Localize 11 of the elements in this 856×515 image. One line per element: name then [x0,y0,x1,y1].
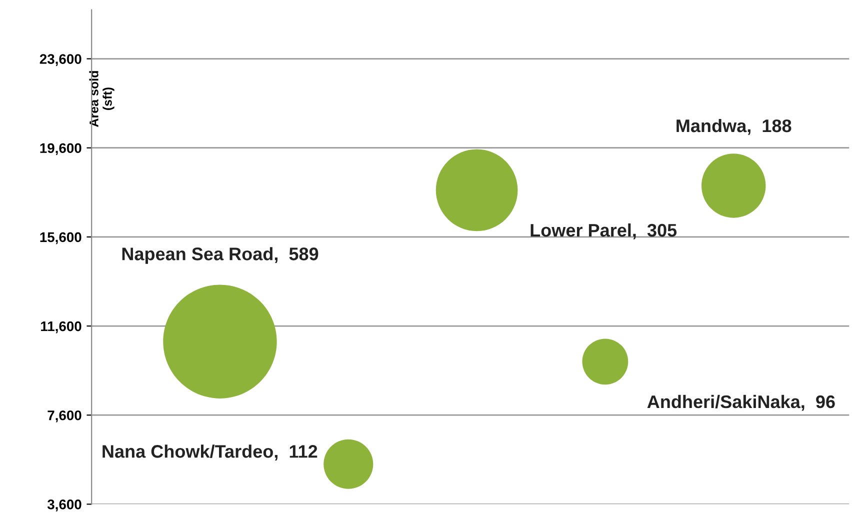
annotation: Nana Chowk/Tardeo, 112 [102,444,318,460]
y-tick-label: 7,600 [48,410,82,422]
y-tick-label: 19,600 [40,143,82,156]
annotation: Napean Sea Road, 589 [122,247,318,264]
y-tick-label: 11,600 [41,321,82,334]
annotation: Lower Parel, 305 [530,223,677,240]
y-tick-label: 23,600 [40,54,82,66]
annotation: Andheri/SakiNaka, 96 [647,394,835,411]
y-tick-label: 3,600 [47,500,82,512]
annotation: Mandwa, 188 [676,118,792,135]
y-tick-label: 15,600 [40,232,82,244]
